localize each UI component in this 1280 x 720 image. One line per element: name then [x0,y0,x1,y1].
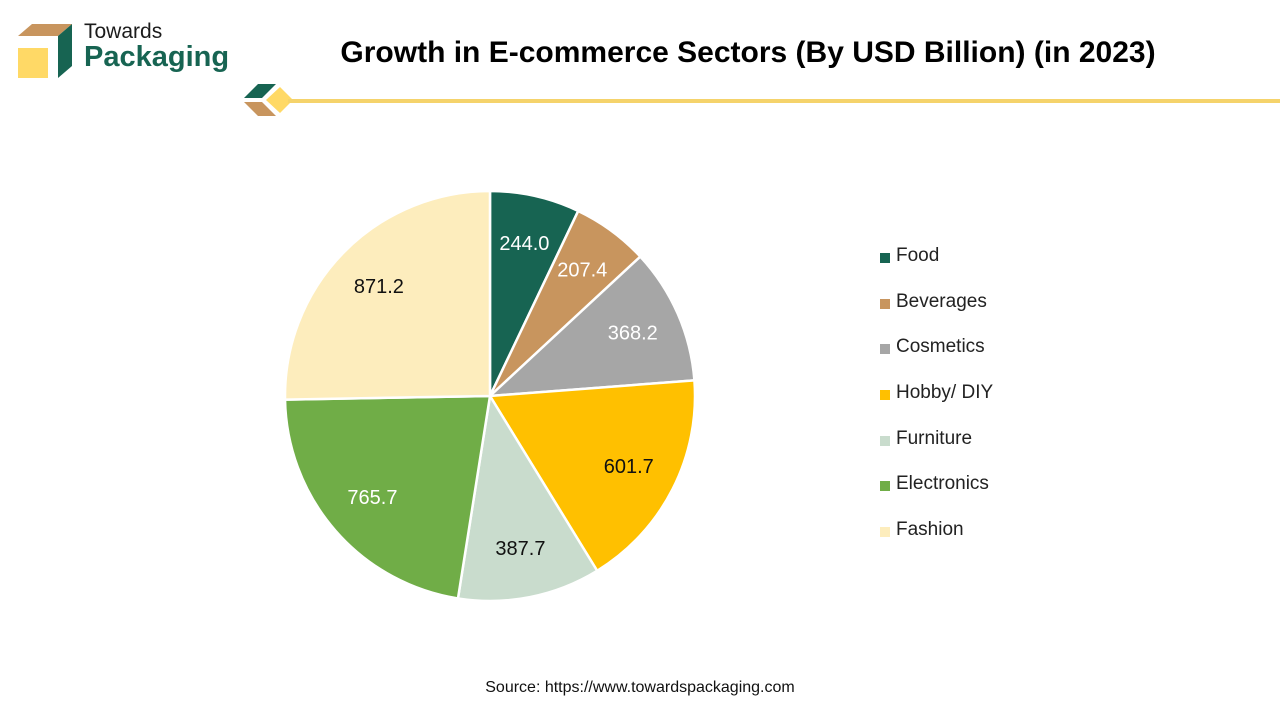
legend-label-food: Food [896,245,940,266]
legend-item-food: Food [880,245,1140,291]
legend-item-fashion: Fashion [880,519,1140,565]
legend-label-furniture: Furniture [896,427,973,449]
divider-line [288,99,1280,103]
legend-item-hobby-diy: Hobby/ DIY [880,382,1140,428]
legend-swatch-cosmetics [880,344,890,355]
legend-item-furniture: Furniture [880,428,1140,474]
data-label-cosmetics: 368.2 [608,323,658,345]
legend-swatch-hobby-diy [880,390,890,401]
divider-tan-chevron [244,102,276,116]
legend-label-cosmetics: Cosmetics [896,336,985,358]
legend-swatch-beverages [880,298,890,309]
data-label-food: 244.0 [499,233,549,255]
legend-label-hobby-diy: Hobby/ DIY [896,382,994,404]
pie-slice-hobby-diy [488,379,697,573]
chart-title: Growth in E-commerce Sectors (By USD Bil… [340,36,1156,69]
legend-item-beverages: Beverages [880,291,1140,337]
pie-slice-fashion [283,189,492,401]
logo-text-towards: Towards [84,20,163,43]
legend-item-cosmetics: Cosmetics [880,336,1140,382]
legend-label-fashion: Fashion [896,519,964,541]
legend-label-electronics: Electronics [896,473,989,495]
legend-swatch-electronics [880,481,890,492]
data-label-furniture: 387.7 [495,538,545,560]
chart-legend: Food Beverages Cosmetics Hobby/ DIY Furnitur… [880,245,1140,565]
pie-slice-electronics [283,394,492,600]
legend-swatch-food [880,253,890,263]
legend-item-electronics: Electronics [880,473,1140,519]
legend-swatch-furniture [880,435,890,446]
legend-label-beverages: Beverages [896,290,987,312]
data-label-hobby-diy: 601.7 [604,456,654,478]
pie-slice-cosmetics [488,255,696,398]
pie-chart: 244.0 207.4 368.2 601.7 387.7 765.7 871.2 [283,189,697,603]
legend-swatch-fashion [880,527,890,538]
package-box-icon [18,24,72,78]
brand-logo: Towards Packaging [14,18,244,82]
data-label-fashion: 871.2 [354,276,404,298]
pie-slice-furniture [456,394,599,603]
data-label-beverages: 207.4 [557,259,607,281]
source-text: Source: https://www.towardspackaging.com [485,679,795,696]
title-divider [244,84,1280,116]
divider-yellow-diamond [266,87,293,113]
logo-text-packaging: Packaging [84,41,230,73]
divider-green-chevron [244,84,276,98]
data-label-electronics: 765.7 [347,487,397,509]
